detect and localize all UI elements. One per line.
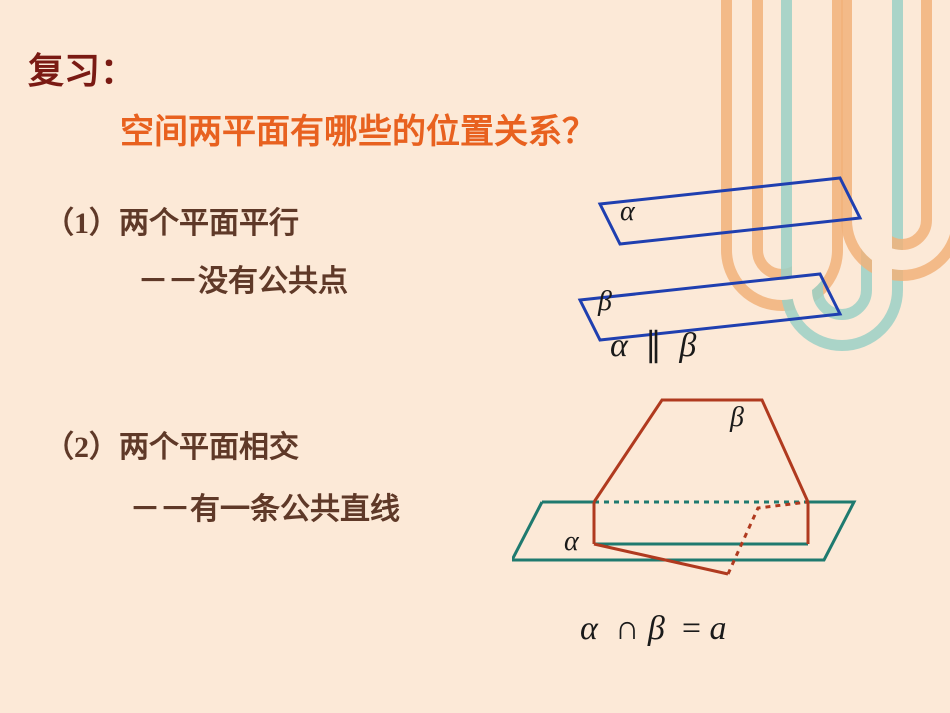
item-2-text: （2）两个平面相交 — [44, 422, 299, 466]
review-title: 复习： — [28, 42, 136, 94]
eq1-alpha: α — [610, 327, 628, 364]
alpha-label: α — [620, 196, 636, 227]
alpha-label-2: α — [564, 526, 580, 557]
plane-beta-group — [594, 400, 808, 574]
parallel-symbol: ∥ — [645, 327, 654, 364]
equation-intersect: α ∩ β = a — [580, 610, 727, 648]
main-question: 空间两平面有哪些的位置关系？ — [120, 104, 596, 153]
cap-symbol: ∩ — [615, 610, 640, 647]
eq2-a: a — [710, 610, 727, 647]
eq2-alpha: α — [580, 610, 598, 647]
plane-alpha — [600, 178, 860, 244]
eq2-beta: β — [648, 610, 665, 647]
beta-label: β — [597, 286, 612, 317]
item-1-sub: －－没有公共点 — [138, 256, 348, 300]
diagram-intersecting-planes: β α — [512, 388, 882, 588]
beta-label-2: β — [729, 402, 744, 433]
diagram-parallel-planes: α β — [530, 170, 890, 370]
item-2-sub: －－有一条公共直线 — [130, 484, 400, 528]
eq1-beta: β — [679, 327, 696, 364]
item-1-text: （1）两个平面平行 — [44, 198, 299, 242]
equation-parallel: α ∥ β — [610, 325, 696, 365]
eq-symbol: = — [682, 610, 701, 647]
